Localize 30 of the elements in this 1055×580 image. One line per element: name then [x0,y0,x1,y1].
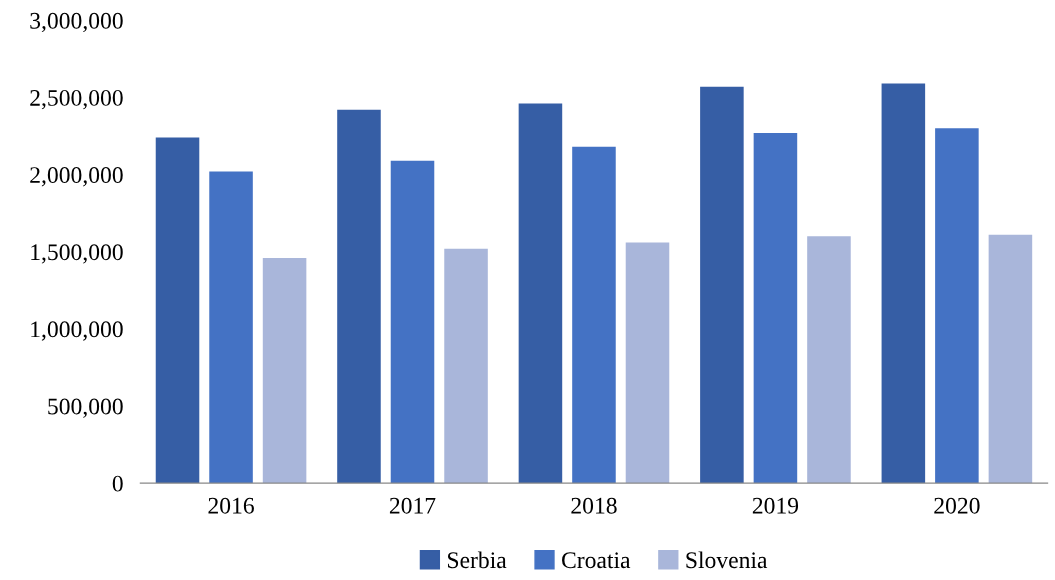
y-tick-label: 3,000,000 [30,12,123,33]
bar [700,86,744,484]
x-tick-label: 2019 [752,497,799,514]
bar [518,103,563,484]
legend-label: Croatia [562,552,631,569]
bar [807,236,851,484]
x-tick-label: 2017 [389,497,436,514]
bar [625,242,670,484]
bar [262,257,307,484]
y-tick-label: 500,000 [48,398,123,418]
y-tick-label: 1,000,000 [31,321,123,341]
bar [444,248,488,484]
y-tick-label: 1,500,000 [31,244,123,264]
bar [390,160,435,484]
legend-label: Serbia [448,551,507,569]
x-tick-label: 2020 [934,497,980,514]
y-tick-label: 2,500,000 [30,89,123,110]
y-tick-label: 2,000,000 [30,167,123,187]
bar [337,109,381,484]
bar [572,146,616,484]
bar [988,234,1033,484]
bar [209,171,253,484]
legend-label: Slovenia [686,551,768,569]
y-tick-label: 0 [112,475,123,492]
bar [753,132,798,484]
bar [881,83,926,484]
bar [155,137,200,484]
bar [935,128,979,484]
x-tick-label: 2018 [571,497,617,514]
x-tick-label: 2016 [208,497,254,514]
